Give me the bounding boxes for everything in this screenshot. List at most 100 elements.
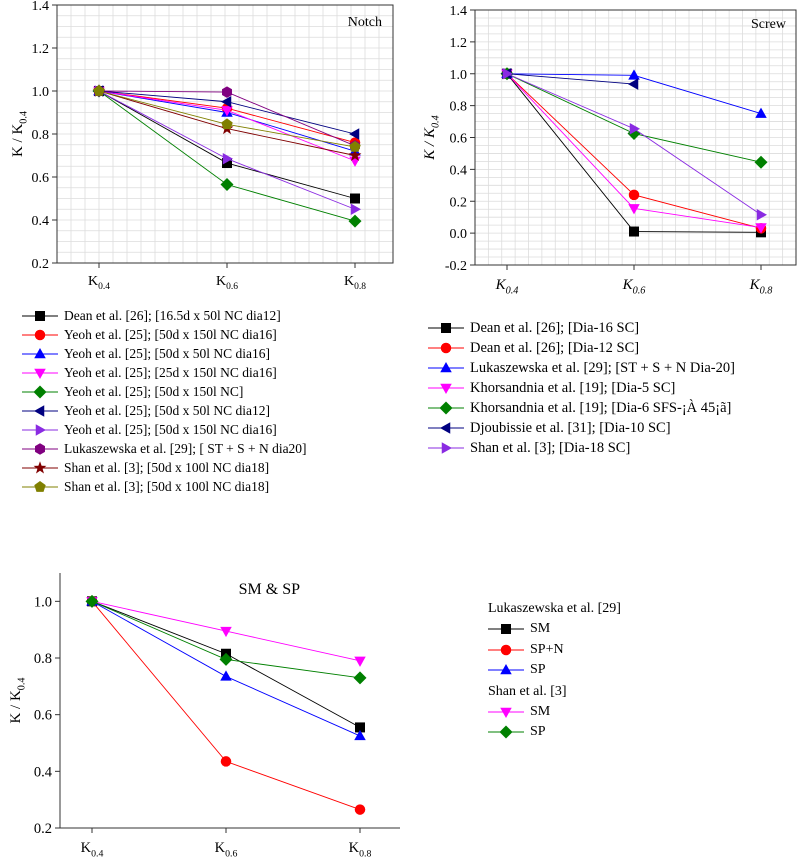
- y-tick-label: 1.4: [32, 0, 50, 14]
- legend-label: Yeoh et al. [25]; [50d x 50l NC dia16]: [64, 345, 270, 361]
- legend-item: Yeoh et al. [25]; [50d x 50l NC dia16]: [22, 344, 307, 363]
- y-tick-label: -0.2: [445, 259, 467, 274]
- legend-label: Djoubissie et al. [31]; [Dia-10 SC]: [470, 419, 671, 436]
- data-point: [628, 204, 640, 215]
- legend-symbol: [428, 342, 464, 354]
- data-point: [219, 652, 233, 666]
- smsp-legend: Lukaszewska et al. [29] SM SP+N SP Shan et a…: [488, 598, 621, 743]
- data-point: [354, 804, 366, 815]
- data-point: [350, 193, 360, 204]
- series-9: [93, 85, 361, 152]
- data-point: [353, 671, 367, 685]
- data-point: [93, 85, 105, 96]
- legend-marker: [33, 385, 47, 398]
- series-line: [91, 600, 361, 679]
- legend-symbol: [488, 624, 524, 635]
- y-tick-label: 0.4: [450, 163, 468, 178]
- legend-item: Lukaszewska et al. [29]; [ST + S + N Dia…: [428, 358, 735, 378]
- legend-group-title: Shan et al. [3]: [488, 683, 567, 699]
- y-tick-label: 1.2: [32, 42, 50, 57]
- x-tick-label: K0.6: [622, 277, 647, 297]
- legend-symbol: [428, 383, 464, 394]
- x-tick-label: K0.4: [495, 277, 519, 297]
- data-point: [350, 203, 361, 215]
- x-tick-label: K0.8: [344, 274, 366, 292]
- legend-marker: [500, 664, 512, 675]
- legend-label: Khorsandnia et al. [19]; [Dia-5 SC]: [470, 379, 676, 396]
- data-point: [221, 96, 232, 108]
- data-point: [502, 68, 513, 80]
- chart-title: SM & SP: [239, 581, 300, 598]
- data-point: [628, 189, 640, 201]
- legend-marker: [501, 624, 511, 635]
- data-point: [349, 128, 360, 140]
- data-point: [220, 626, 232, 638]
- chart-title: Screw: [751, 17, 787, 32]
- legend-item: Shan et al. [3]; [Dia-18 SC]: [428, 438, 735, 458]
- legend-label: Yeoh et al. [25]; [50d x 150l NC dia16]: [64, 421, 277, 437]
- legend-item: SP+N: [488, 640, 621, 661]
- notch-chart: 0.2 0.4 0.6 0.8 1.0 1.2 1.4 K0.4 K0.6 K0.8 K / K0.…: [10, 0, 394, 292]
- legend-marker: [35, 423, 46, 436]
- legend-symbol: [22, 442, 58, 455]
- legend-symbol: [22, 310, 58, 321]
- data-point: [220, 178, 234, 192]
- screw-legend: Dean et al. [26]; [Dia-16 SC] Dean et al.…: [428, 318, 735, 458]
- legend-symbol: [428, 323, 464, 333]
- data-point: [754, 155, 768, 169]
- legend-item: Dean et al. [26]; [16.5d x 50l NC dia12]: [22, 306, 307, 325]
- legend-marker: [34, 404, 45, 417]
- legend-label: SP: [530, 724, 546, 740]
- x-tick-label: K0.6: [216, 274, 238, 292]
- legend-item: Yeoh et al. [25]; [50d x 150l NC dia16]: [22, 420, 307, 439]
- y-tick-label: 0.4: [34, 764, 53, 780]
- chart-title: Notch: [348, 15, 382, 30]
- y-tick-label: 1.4: [450, 4, 468, 19]
- y-tick-label: 0.6: [450, 132, 468, 147]
- series-line: [506, 73, 762, 115]
- legend-marker: [440, 362, 452, 373]
- screw-chart: -0.2 0.0 0.2 0.4 0.6 0.8 1.0 1.2 1.4 K0.4 K0.6 K0.8…: [422, 4, 797, 297]
- y-tick-label: 1.0: [32, 85, 50, 100]
- legend-marker: [500, 707, 512, 718]
- legend-label: Yeoh et al. [25]; [50d x 50l NC dia12]: [64, 402, 270, 418]
- y-axis-label: K / K0.4: [422, 115, 442, 160]
- grid: [57, 4, 393, 264]
- data-point: [221, 118, 233, 130]
- legend-label: Shan et al. [3]; [50d x 100l NC dia18]: [64, 478, 270, 494]
- data-point: [355, 722, 365, 733]
- series-6: [502, 68, 767, 221]
- legend-symbol: [488, 664, 524, 675]
- legend-label: Shan et al. [3]; [50d x 100l NC dia18]: [64, 459, 270, 475]
- legend-item: Yeoh et al. [25]; [50d x 150l NC dia16]: [22, 325, 307, 344]
- legend-item: Khorsandnia et al. [19]; [Dia-6 SFS-¡À 4…: [428, 398, 735, 418]
- legend-label: SP: [530, 662, 546, 678]
- series-line: [91, 600, 361, 737]
- legend-symbol: [22, 404, 58, 417]
- data-point: [755, 223, 767, 234]
- legend-label: SM: [530, 621, 551, 637]
- legend-symbol: [22, 480, 58, 492]
- legend-label: Yeoh et al. [25]; [50d x 150l NC dia16]: [64, 326, 277, 342]
- data-point: [222, 86, 232, 98]
- legend-label: Yeoh et al. [25]; [25d x 150l NC dia16]: [64, 364, 277, 380]
- x-tick-label: K0.6: [215, 840, 238, 859]
- x-tick-label: K0.8: [349, 840, 372, 859]
- legend-item: Yeoh et al. [25]; [25d x 150l NC dia16]: [22, 363, 307, 382]
- legend-symbol: [488, 725, 524, 739]
- legend-marker: [439, 401, 453, 415]
- legend-label: Dean et al. [26]; [Dia-12 SC]: [470, 339, 640, 356]
- data-point: [220, 670, 232, 681]
- legend-marker: [34, 480, 46, 492]
- series-line: [506, 73, 635, 85]
- data-point: [628, 78, 639, 90]
- legend-item: Shan et al. [3]; [50d x 100l NC dia18]: [22, 458, 307, 477]
- legend-marker: [441, 323, 451, 333]
- legend-symbol: [488, 707, 524, 718]
- legend-marker: [441, 442, 452, 454]
- legend-item: Dean et al. [26]; [Dia-12 SC]: [428, 338, 735, 358]
- data-point: [221, 106, 233, 117]
- y-tick-label: 0.2: [32, 257, 50, 272]
- legend-item: Lukaszewska et al. [29]; [ ST + S + N di…: [22, 439, 307, 458]
- legend-item: Djoubissie et al. [31]; [Dia-10 SC]: [428, 418, 735, 438]
